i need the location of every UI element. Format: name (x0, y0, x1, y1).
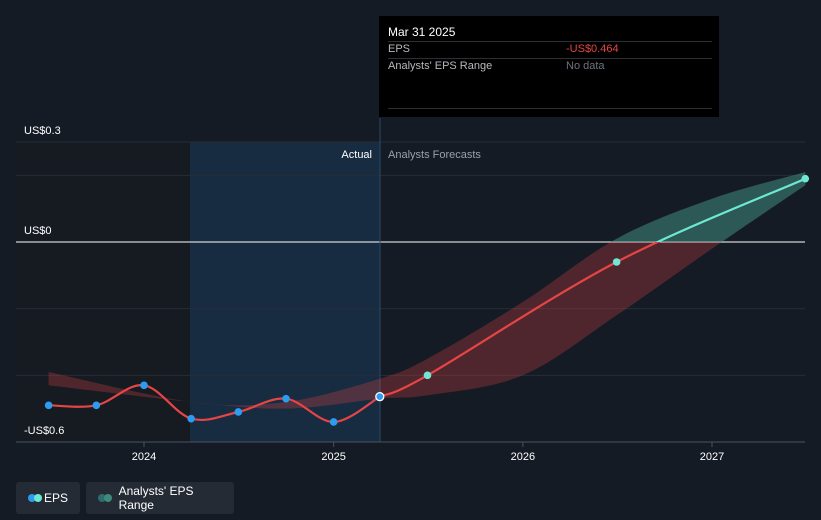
y-tick-label: US$0 (24, 225, 52, 237)
tooltip-range-row: Analysts' EPS Range No data (388, 58, 712, 76)
tooltip-eps-value: -US$0.464 (566, 43, 619, 55)
y-tick-label: US$0.3 (24, 125, 61, 137)
x-tick-label: 2025 (321, 451, 345, 463)
past-shade (16, 142, 190, 442)
analyst-eps-range-band (48, 172, 806, 409)
eps-line-negative (379, 242, 661, 398)
actual-region-highlight (190, 142, 380, 442)
eps-point (92, 401, 101, 410)
eps-point (187, 414, 195, 423)
tooltip-eps-label: EPS (388, 43, 411, 55)
eps-point (375, 392, 385, 402)
x-axis-labels: 2024 2025 2026 2027 (132, 442, 724, 463)
range-band-positive (610, 172, 806, 242)
eps-points (44, 174, 810, 426)
eps-lines (48, 177, 806, 424)
eps-line-negative (48, 384, 381, 424)
tooltip-range-value: No data (566, 60, 605, 72)
range-legend-icon (98, 494, 113, 502)
legend-eps-range[interactable]: Analysts' EPS Range (86, 482, 234, 514)
forecast-point (612, 258, 621, 266)
eps-point (44, 401, 53, 410)
y-axis-labels: US$0.3 US$0 -US$0.6 (24, 125, 64, 437)
eps-point (140, 381, 148, 390)
legend-eps[interactable]: EPS (16, 482, 80, 514)
eps-point (329, 418, 338, 426)
forecast-point (423, 371, 432, 380)
range-band-negative (48, 242, 722, 409)
legend-eps-label: EPS (43, 491, 68, 505)
x-tick-label: 2024 (132, 451, 156, 463)
forecast-label: Analysts Forecasts (388, 149, 481, 161)
tooltip-divider (388, 108, 712, 109)
tooltip-date: Mar 31 2025 (388, 25, 456, 39)
eps-point (234, 408, 243, 416)
grid-lines (16, 141, 805, 376)
tooltip: Mar 31 2025 EPS -US$0.464 Analysts' EPS … (379, 16, 719, 117)
actual-label: Actual (341, 149, 372, 161)
x-tick-label: 2027 (700, 451, 724, 463)
y-tick-label: -US$0.6 (24, 425, 64, 437)
tooltip-range-label: Analysts' EPS Range (388, 60, 493, 72)
eps-legend-icon (28, 494, 42, 502)
legend-range-label: Analysts' EPS Range (118, 484, 194, 512)
tooltip-eps-row: EPS -US$0.464 (388, 41, 712, 59)
x-tick-label: 2026 (511, 451, 535, 463)
eps-line-positive (654, 177, 806, 242)
eps-point (282, 394, 290, 403)
forecast-point (801, 174, 810, 183)
